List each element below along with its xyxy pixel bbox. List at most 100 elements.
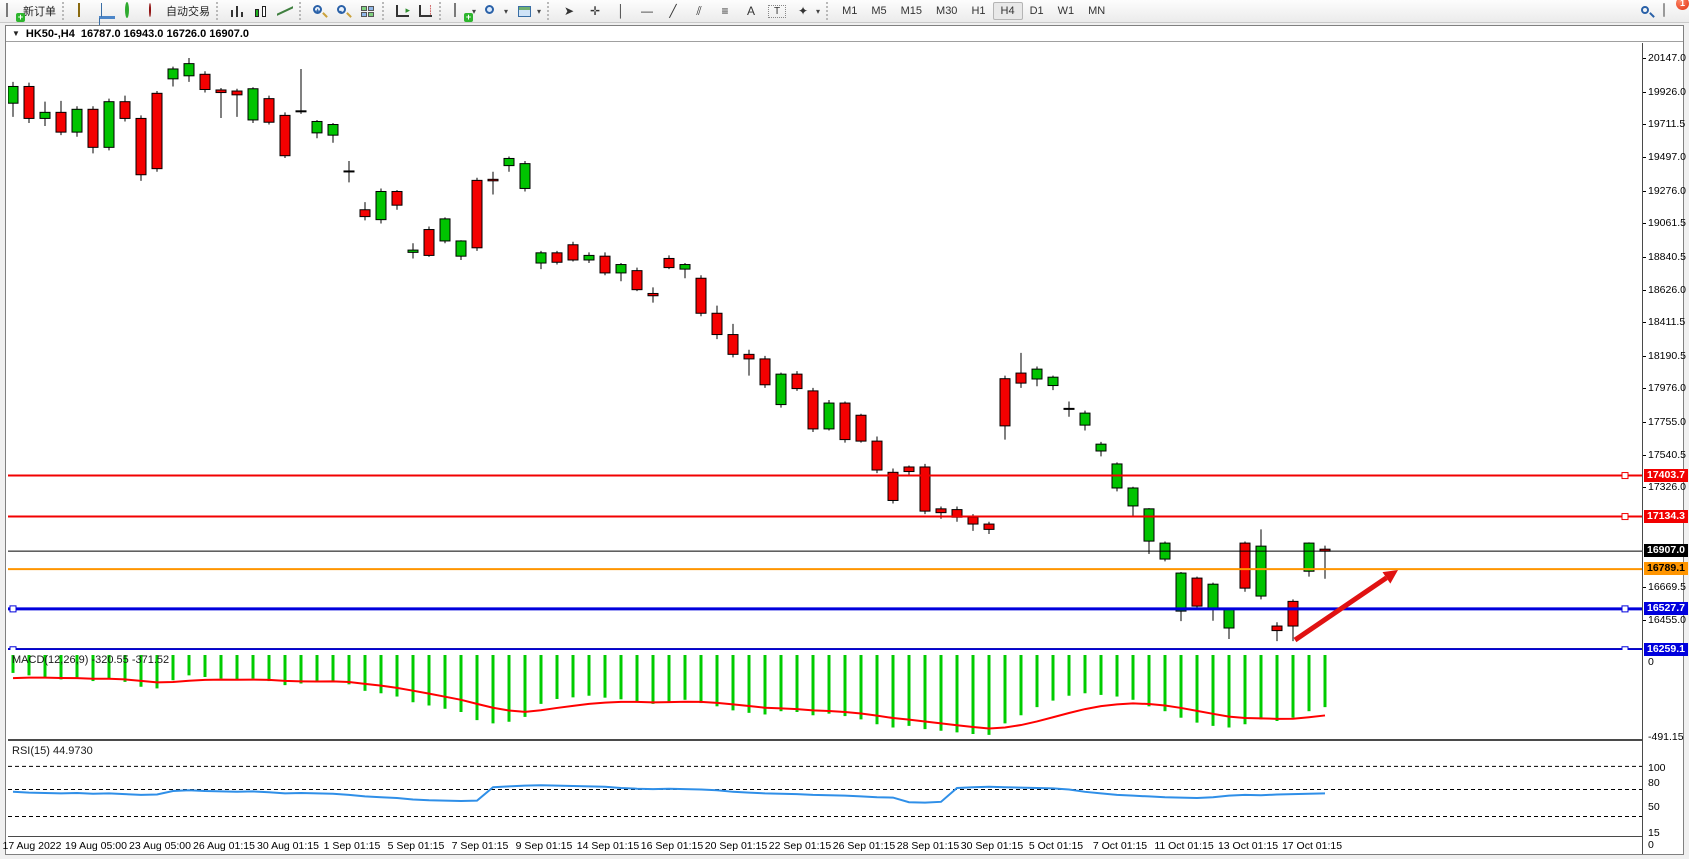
price-axis[interactable]: 17403.7 17134.3 16907.0 16789.1 16527.7 16259… — [1642, 43, 1688, 854]
chart-shift-button[interactable]: ┊ — [414, 2, 437, 20]
time-axis-label: 5 Oct 01:15 — [1028, 840, 1084, 852]
line-handle[interactable] — [1621, 472, 1629, 480]
price-tick-label: 18626.0 — [1648, 283, 1686, 296]
chat-icon — [1663, 2, 1665, 17]
candle-up — [1031, 368, 1043, 380]
candle-up — [1047, 376, 1059, 387]
price-tickmark — [1643, 322, 1646, 324]
rsi-axis-label: 80 — [1648, 777, 1660, 790]
line-chart-button[interactable] — [273, 2, 297, 21]
price-tickmark — [1643, 58, 1646, 59]
timeframe-m5[interactable]: M5 — [871, 5, 887, 17]
candle-down — [807, 390, 819, 430]
timeframe-d1[interactable]: D1 — [1029, 5, 1044, 17]
price-flag: 17403.7 — [1644, 468, 1688, 482]
channel-button[interactable]: ⫽ — [686, 2, 712, 21]
indicator-list-button[interactable] — [71, 2, 95, 21]
time-axis-label: 30 Sep 01:15 — [960, 840, 1024, 852]
candle-up — [439, 218, 451, 242]
time-axis-label: 7 Oct 01:15 — [1092, 840, 1148, 852]
arrows-button[interactable]: ✦ ▾ — [790, 2, 824, 20]
chart-titlebar[interactable]: ▼ HK50-,H4 16787.0 16943.0 16726.0 16907… — [6, 26, 1683, 42]
indicator-list-icon — [78, 2, 80, 17]
fibonacci-icon: ≡ — [721, 4, 729, 18]
hline-button[interactable]: — — [634, 2, 660, 20]
cursor-button[interactable]: ➤ — [556, 2, 582, 20]
price-tickmark — [1643, 223, 1646, 225]
time-axis-label: 26 Sep 01:15 — [832, 840, 896, 852]
candlestick-chart — [8, 58, 1642, 650]
candle-down — [791, 373, 803, 390]
timeframe-m30[interactable]: M30 — [936, 5, 958, 17]
autotrade-button[interactable]: 自动交易 — [143, 1, 214, 21]
trend-arrow-head[interactable] — [1382, 570, 1398, 584]
rsi-pane[interactable]: RSI(15) 44.9730 — [8, 743, 1642, 837]
line-handle[interactable] — [1621, 646, 1629, 650]
time-axis-label: 11 Oct 01:15 — [1154, 840, 1214, 852]
candle-down — [279, 114, 291, 157]
new-order-button[interactable]: + 新订单 — [0, 1, 60, 22]
fibonacci-button[interactable]: ≡ — [712, 2, 738, 20]
time-axis-label: 22 Sep 01:15 — [768, 840, 832, 852]
rsi-line — [12, 784, 1326, 804]
bar-chart-button[interactable] — [225, 2, 249, 21]
time-axis[interactable]: 17 Aug 2022 19 Aug 05:00 23 Aug 05:00 26 Au… — [3, 838, 1642, 854]
timeframe-h4[interactable]: H4 — [992, 2, 1023, 20]
trend-arrow[interactable] — [1293, 575, 1388, 643]
line-handle[interactable] — [1621, 513, 1629, 521]
rsi-axis-label: 0 — [1648, 839, 1654, 851]
signal-button[interactable] — [119, 1, 143, 21]
line-handle[interactable] — [1621, 605, 1629, 613]
trendline-button[interactable]: ╱ — [660, 2, 686, 20]
vline-button[interactable]: │ — [608, 2, 634, 20]
price-tick-label: 19061.5 — [1648, 217, 1686, 230]
search-button[interactable] — [1635, 2, 1659, 21]
line-handle[interactable] — [9, 646, 17, 650]
price-flag: 16527.7 — [1644, 601, 1688, 615]
timeframe-m15[interactable]: M15 — [900, 5, 923, 17]
indicators-button[interactable]: + ▾ — [448, 2, 480, 22]
timeframe-m1[interactable]: M1 — [842, 5, 858, 17]
candle-up — [455, 240, 467, 257]
macd-pane[interactable]: MACD(12,26,9) -320.55 -371.52 — [8, 652, 1642, 741]
macd-axis-label: 0 — [1648, 656, 1654, 668]
candle-down — [471, 179, 483, 249]
cursor-icon: ➤ — [564, 4, 575, 18]
candle-down — [1015, 372, 1027, 384]
text-button[interactable]: A — [738, 2, 764, 20]
crosshair-button[interactable]: ✛ — [582, 2, 608, 20]
timeframe-w1[interactable]: W1 — [1057, 5, 1075, 17]
candle-down — [855, 414, 867, 442]
price-chart-pane[interactable] — [8, 43, 1642, 650]
zoom-in-button[interactable]: + — [308, 2, 332, 21]
candle-up — [1095, 443, 1107, 452]
templates-button[interactable]: ▾ — [512, 2, 545, 21]
candle-down — [599, 255, 611, 274]
rsi-chart — [8, 765, 1642, 817]
price-tickmark — [1643, 487, 1646, 489]
tile-windows-button[interactable] — [356, 2, 380, 21]
toolbar-grip — [439, 2, 446, 20]
rsi-label: RSI(15) 44.9730 — [12, 745, 93, 757]
periods-button[interactable]: ▾ — [480, 2, 512, 21]
candle-down — [23, 85, 35, 119]
timeframe-mn[interactable]: MN — [1088, 5, 1106, 17]
candle-chart-button[interactable] — [249, 2, 273, 21]
candle-down — [135, 117, 147, 176]
tile-windows-icon — [360, 4, 376, 19]
new-chart-button[interactable] — [95, 2, 119, 32]
candle-down — [935, 508, 947, 514]
macd-label: MACD(12,26,9) -320.55 -371.52 — [12, 654, 170, 666]
collapse-icon[interactable]: ▼ — [12, 29, 20, 38]
candle-down — [695, 277, 707, 314]
text-label-icon: T — [768, 4, 787, 18]
auto-scroll-button[interactable]: ▸ — [391, 2, 414, 20]
notifications-button[interactable]: 1 — [1659, 0, 1689, 21]
candle-up — [1255, 545, 1267, 597]
line-handle[interactable] — [9, 605, 17, 613]
candle-up — [1127, 487, 1139, 507]
timeframe-h1[interactable]: H1 — [971, 5, 986, 17]
price-tickmark — [1643, 124, 1646, 126]
zoom-out-button[interactable]: - — [332, 2, 356, 21]
label-button[interactable]: T — [764, 3, 790, 20]
